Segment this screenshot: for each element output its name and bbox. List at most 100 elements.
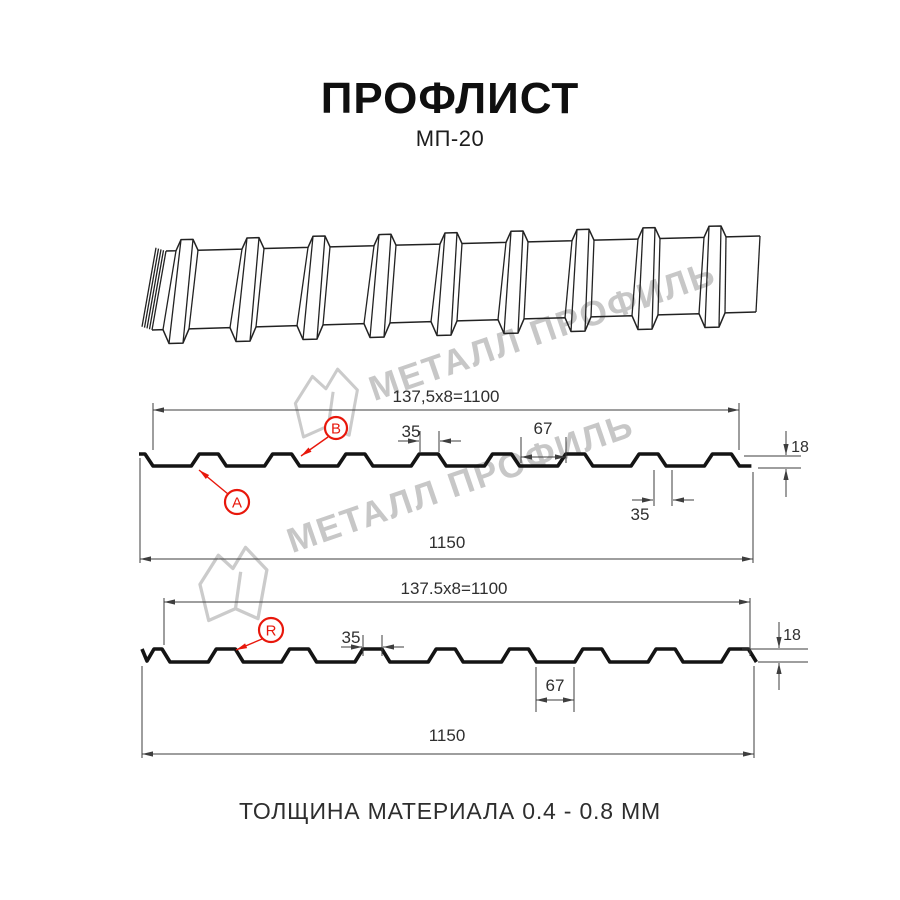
- arrowhead: [142, 751, 153, 757]
- rib-edge: [383, 234, 392, 338]
- callout-r-circle: [257, 616, 285, 644]
- rib-edge: [564, 240, 573, 318]
- rib-edge: [188, 250, 199, 329]
- rib-edge: [235, 237, 248, 342]
- page-title: ПРОФЛИСТ: [320, 74, 580, 123]
- rib-edge: [430, 243, 441, 322]
- rib-edge: [316, 235, 326, 340]
- rib-edge: [255, 248, 265, 327]
- callout-a-letter: A: [232, 495, 242, 512]
- rib-edge: [657, 238, 661, 315]
- callout-b-circle: [323, 415, 349, 441]
- logo-outline: [293, 367, 359, 439]
- callout-b-letter: B: [331, 421, 341, 438]
- rib-edge: [389, 245, 397, 323]
- profile-outline: [139, 452, 752, 468]
- far-edge-profile: [165, 225, 761, 252]
- arrowhead: [199, 470, 210, 480]
- rib-edge: [718, 225, 722, 328]
- logo-outline: [198, 545, 269, 623]
- callout-r-letter: R: [266, 623, 277, 640]
- near-edge-profile: [151, 311, 757, 345]
- dim-profile-height: 18: [783, 627, 801, 644]
- rib-edge: [302, 236, 314, 340]
- callout-a-circle: [223, 488, 251, 516]
- rib-edge: [497, 242, 507, 320]
- arrowhead: [776, 637, 782, 648]
- rib-edge: [436, 232, 446, 336]
- dim-rib-gap: 67: [534, 419, 553, 438]
- dim-total-width: 1150: [429, 726, 466, 745]
- arrowhead: [408, 438, 419, 444]
- arrowhead: [440, 438, 451, 444]
- dim-rib-bottom-width: 35: [631, 505, 650, 524]
- cut-edge-stroke: [143, 248, 160, 328]
- arrowhead: [301, 447, 312, 456]
- rib-edge: [162, 250, 177, 330]
- rib-edge: [249, 237, 260, 342]
- rib-edge: [517, 230, 524, 334]
- logo-fold-line: [233, 571, 243, 609]
- rib-edge: [584, 229, 590, 332]
- rib-edge: [229, 248, 243, 328]
- rib-edge: [523, 241, 529, 319]
- arrowhead: [555, 454, 566, 460]
- material-thickness-note: ТОЛЩИНА МАТЕРИАЛА 0.4 - 0.8 ММ: [239, 798, 661, 824]
- arrowhead: [743, 751, 754, 757]
- dim-coverage-width: 137.5x8=1100: [401, 579, 508, 598]
- arrowhead: [742, 556, 753, 562]
- arrowhead: [642, 497, 653, 503]
- metall-profil-logo-watermark: [198, 545, 269, 623]
- rib-edge: [369, 234, 380, 338]
- dim-total-width: 1150: [429, 533, 466, 552]
- rib-edge: [322, 246, 331, 325]
- cut-edge-stroke: [148, 250, 165, 330]
- arrowhead: [728, 407, 739, 413]
- rib-edge: [296, 247, 309, 326]
- cut-edge-stroke: [151, 250, 167, 331]
- arrowhead: [351, 644, 362, 650]
- rib-edge: [503, 231, 512, 334]
- rib-edge: [590, 240, 595, 317]
- rib-edge: [570, 229, 578, 332]
- arrowhead: [739, 599, 750, 605]
- rib-edge: [456, 243, 463, 321]
- arrowhead: [673, 497, 684, 503]
- rib-edge: [704, 226, 710, 328]
- rib-edge: [651, 227, 656, 330]
- arrowhead: [153, 407, 164, 413]
- arrowhead: [164, 599, 175, 605]
- rib-edge: [631, 239, 639, 316]
- rib-edge: [182, 239, 194, 344]
- arrowhead: [536, 697, 547, 703]
- cut-edge-stroke: [146, 249, 162, 329]
- arrowhead: [776, 663, 782, 674]
- sheet-3d-drawing: [141, 225, 761, 345]
- dim-profile-height: 18: [791, 439, 809, 456]
- arrowhead: [383, 644, 394, 650]
- arrowhead: [783, 469, 789, 480]
- rib-edge: [698, 237, 705, 314]
- right-edge: [755, 235, 761, 313]
- product-code: МП-20: [415, 126, 485, 151]
- dim-valley-width: 67: [546, 676, 565, 695]
- arrowhead: [236, 643, 248, 650]
- profile-outline: [140, 647, 758, 664]
- arrowhead: [140, 556, 151, 562]
- arrowhead: [563, 697, 574, 703]
- rib-edge: [363, 245, 375, 324]
- profile-cross-section-1: 137,5x8=1100 35 67 18 35 1150 A B: [139, 387, 809, 563]
- rib-edge: [450, 232, 458, 336]
- arrowhead: [521, 454, 532, 460]
- profile-cross-section-2: 137.5x8=1100 35 18 67 1150 R: [140, 579, 808, 758]
- dim-rib-top-width: 35: [342, 628, 361, 647]
- dim-coverage-width: 137,5x8=1100: [393, 387, 500, 406]
- rib-edge: [168, 239, 182, 344]
- arrowhead: [783, 444, 789, 455]
- rib-edge: [637, 227, 644, 330]
- dim-rib-top-width: 35: [402, 422, 421, 441]
- rib-edge: [724, 236, 727, 313]
- cut-edge-stroke: [141, 247, 157, 327]
